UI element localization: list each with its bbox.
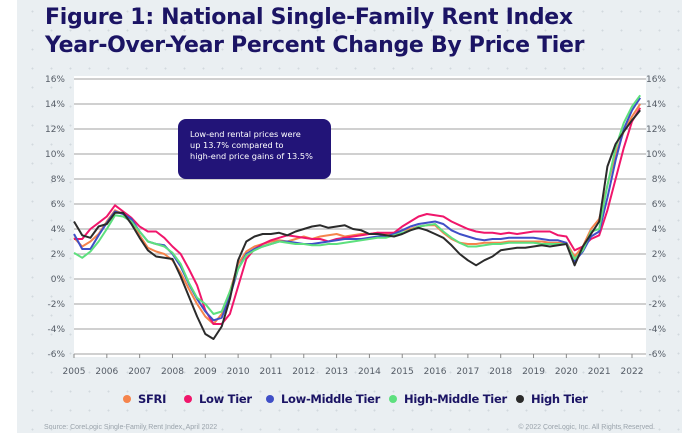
x-tick-label: 2017 [456,367,479,377]
series-line-high-tier [73,109,641,340]
legend-item-low-tier: Low Tier [184,392,252,406]
legend-label-high-tier: High Tier [531,392,588,406]
x-tick-label: 2019 [522,367,545,377]
legend-item-high-middle-tier: High-Middle Tier [389,392,507,406]
x-tick-label: 2022 [621,367,644,377]
x-tick-label: 2007 [128,367,151,377]
legend-label-sfri: SFRI [138,392,167,406]
legend-marker-low-tier [184,395,192,403]
legend-marker-high-tier [516,395,524,403]
series-lines [73,94,642,340]
y-tick-label-right: -4% [648,325,666,335]
copyright-note: © 2022 CoreLogic, Inc. All Rights Reserv… [518,424,655,431]
y-tick-label-right: 4% [652,225,667,235]
y-tick-label-left: 8% [51,175,66,185]
x-tick-label: 2012 [292,367,315,377]
x-tick-label: 2020 [555,367,578,377]
legend-item-low-middle-tier: Low-Middle Tier [266,392,380,406]
legend-label-low-tier: Low Tier [199,392,252,406]
x-tick-label: 2008 [161,367,184,377]
y-tick-label-left: -2% [47,300,65,310]
y-tick-label-left: 10% [45,150,65,160]
x-axis: 2005 2006 2007 2008 2009 2010 2011 2012 2013 2014… [63,354,644,377]
chart-title: Figure 1: National Single-Family Rent In… [45,4,585,60]
y-tick-label-left: -4% [47,325,65,335]
legend-marker-sfri [123,395,131,403]
y-tick-label-left: 0% [51,275,66,285]
x-tick-label: 2021 [588,367,611,377]
legend-marker-high-middle-tier [389,395,397,403]
x-tick-label: 2006 [95,367,118,377]
y-tick-label-right: -2% [648,300,666,310]
x-tick-label: 2018 [489,367,512,377]
x-tick-label: 2014 [358,367,381,377]
x-tick-label: 2009 [194,367,217,377]
y-tick-label-right: 16% [646,75,666,85]
x-tick-label: 2011 [259,367,282,377]
y-tick-label-right: 2% [652,250,667,260]
x-tick-label: 2016 [424,367,447,377]
y-tick-label-left: 6% [51,200,66,210]
gridlines [74,78,646,355]
series-line-high-middle-tier [73,94,642,315]
x-tick-label: 2005 [63,367,86,377]
x-tick-label: 2015 [391,367,414,377]
y-tick-label-left: 4% [51,225,66,235]
legend-label-high-middle-tier: High-Middle Tier [404,392,507,406]
y-tick-label-left: 2% [51,250,66,260]
y-tick-label-right: -6% [648,350,666,360]
y-tick-label-right: 6% [652,200,667,210]
y-tick-label-left: 12% [45,125,65,135]
y-tick-label-left: 16% [45,75,65,85]
y-axis-right: -6% -4% -2% 0% 2% 4% 6% 8% 10% 12% 14% 16% [646,75,666,360]
y-tick-label-right: 14% [646,100,666,110]
annotation-callout: Low-end rental prices were up 13.7% comp… [178,119,331,179]
x-tick-label: 2013 [325,367,348,377]
title-line-1: Figure 1: National Single-Family Rent In… [45,5,573,30]
y-tick-label-right: 0% [652,275,667,285]
y-tick-label-right: 12% [646,125,666,135]
legend-item-high-tier: High Tier [516,392,588,406]
callout-line-3: high-end price gains of 13.5% [190,151,313,161]
series-line-low-tier [74,107,642,325]
x-tick-label: 2010 [227,367,250,377]
plot-background [74,76,646,357]
callout-line-2: up 13.7% compared to [190,140,284,150]
legend: SFRI Low Tier Low-Middle Tier High-Middl… [0,392,700,410]
y-tick-label-left: 14% [45,100,65,110]
y-tick-label-left: -6% [47,350,65,360]
callout-line-1: Low-end rental prices were [190,129,301,139]
y-axis-left: -6% -4% -2% 0% 2% 4% 6% 8% 10% 12% 14% 16% [45,75,65,360]
series-line-sfri [73,103,642,325]
y-tick-label-right: 8% [652,175,667,185]
legend-marker-low-middle-tier [266,395,274,403]
source-note: Source: CoreLogic Single-Family Rent Ind… [44,424,218,431]
title-line-2: Year-Over-Year Percent Change By Price T… [45,33,585,58]
legend-label-low-middle-tier: Low-Middle Tier [281,392,380,406]
y-tick-label-right: 10% [646,150,666,160]
legend-item-sfri: SFRI [123,392,166,406]
